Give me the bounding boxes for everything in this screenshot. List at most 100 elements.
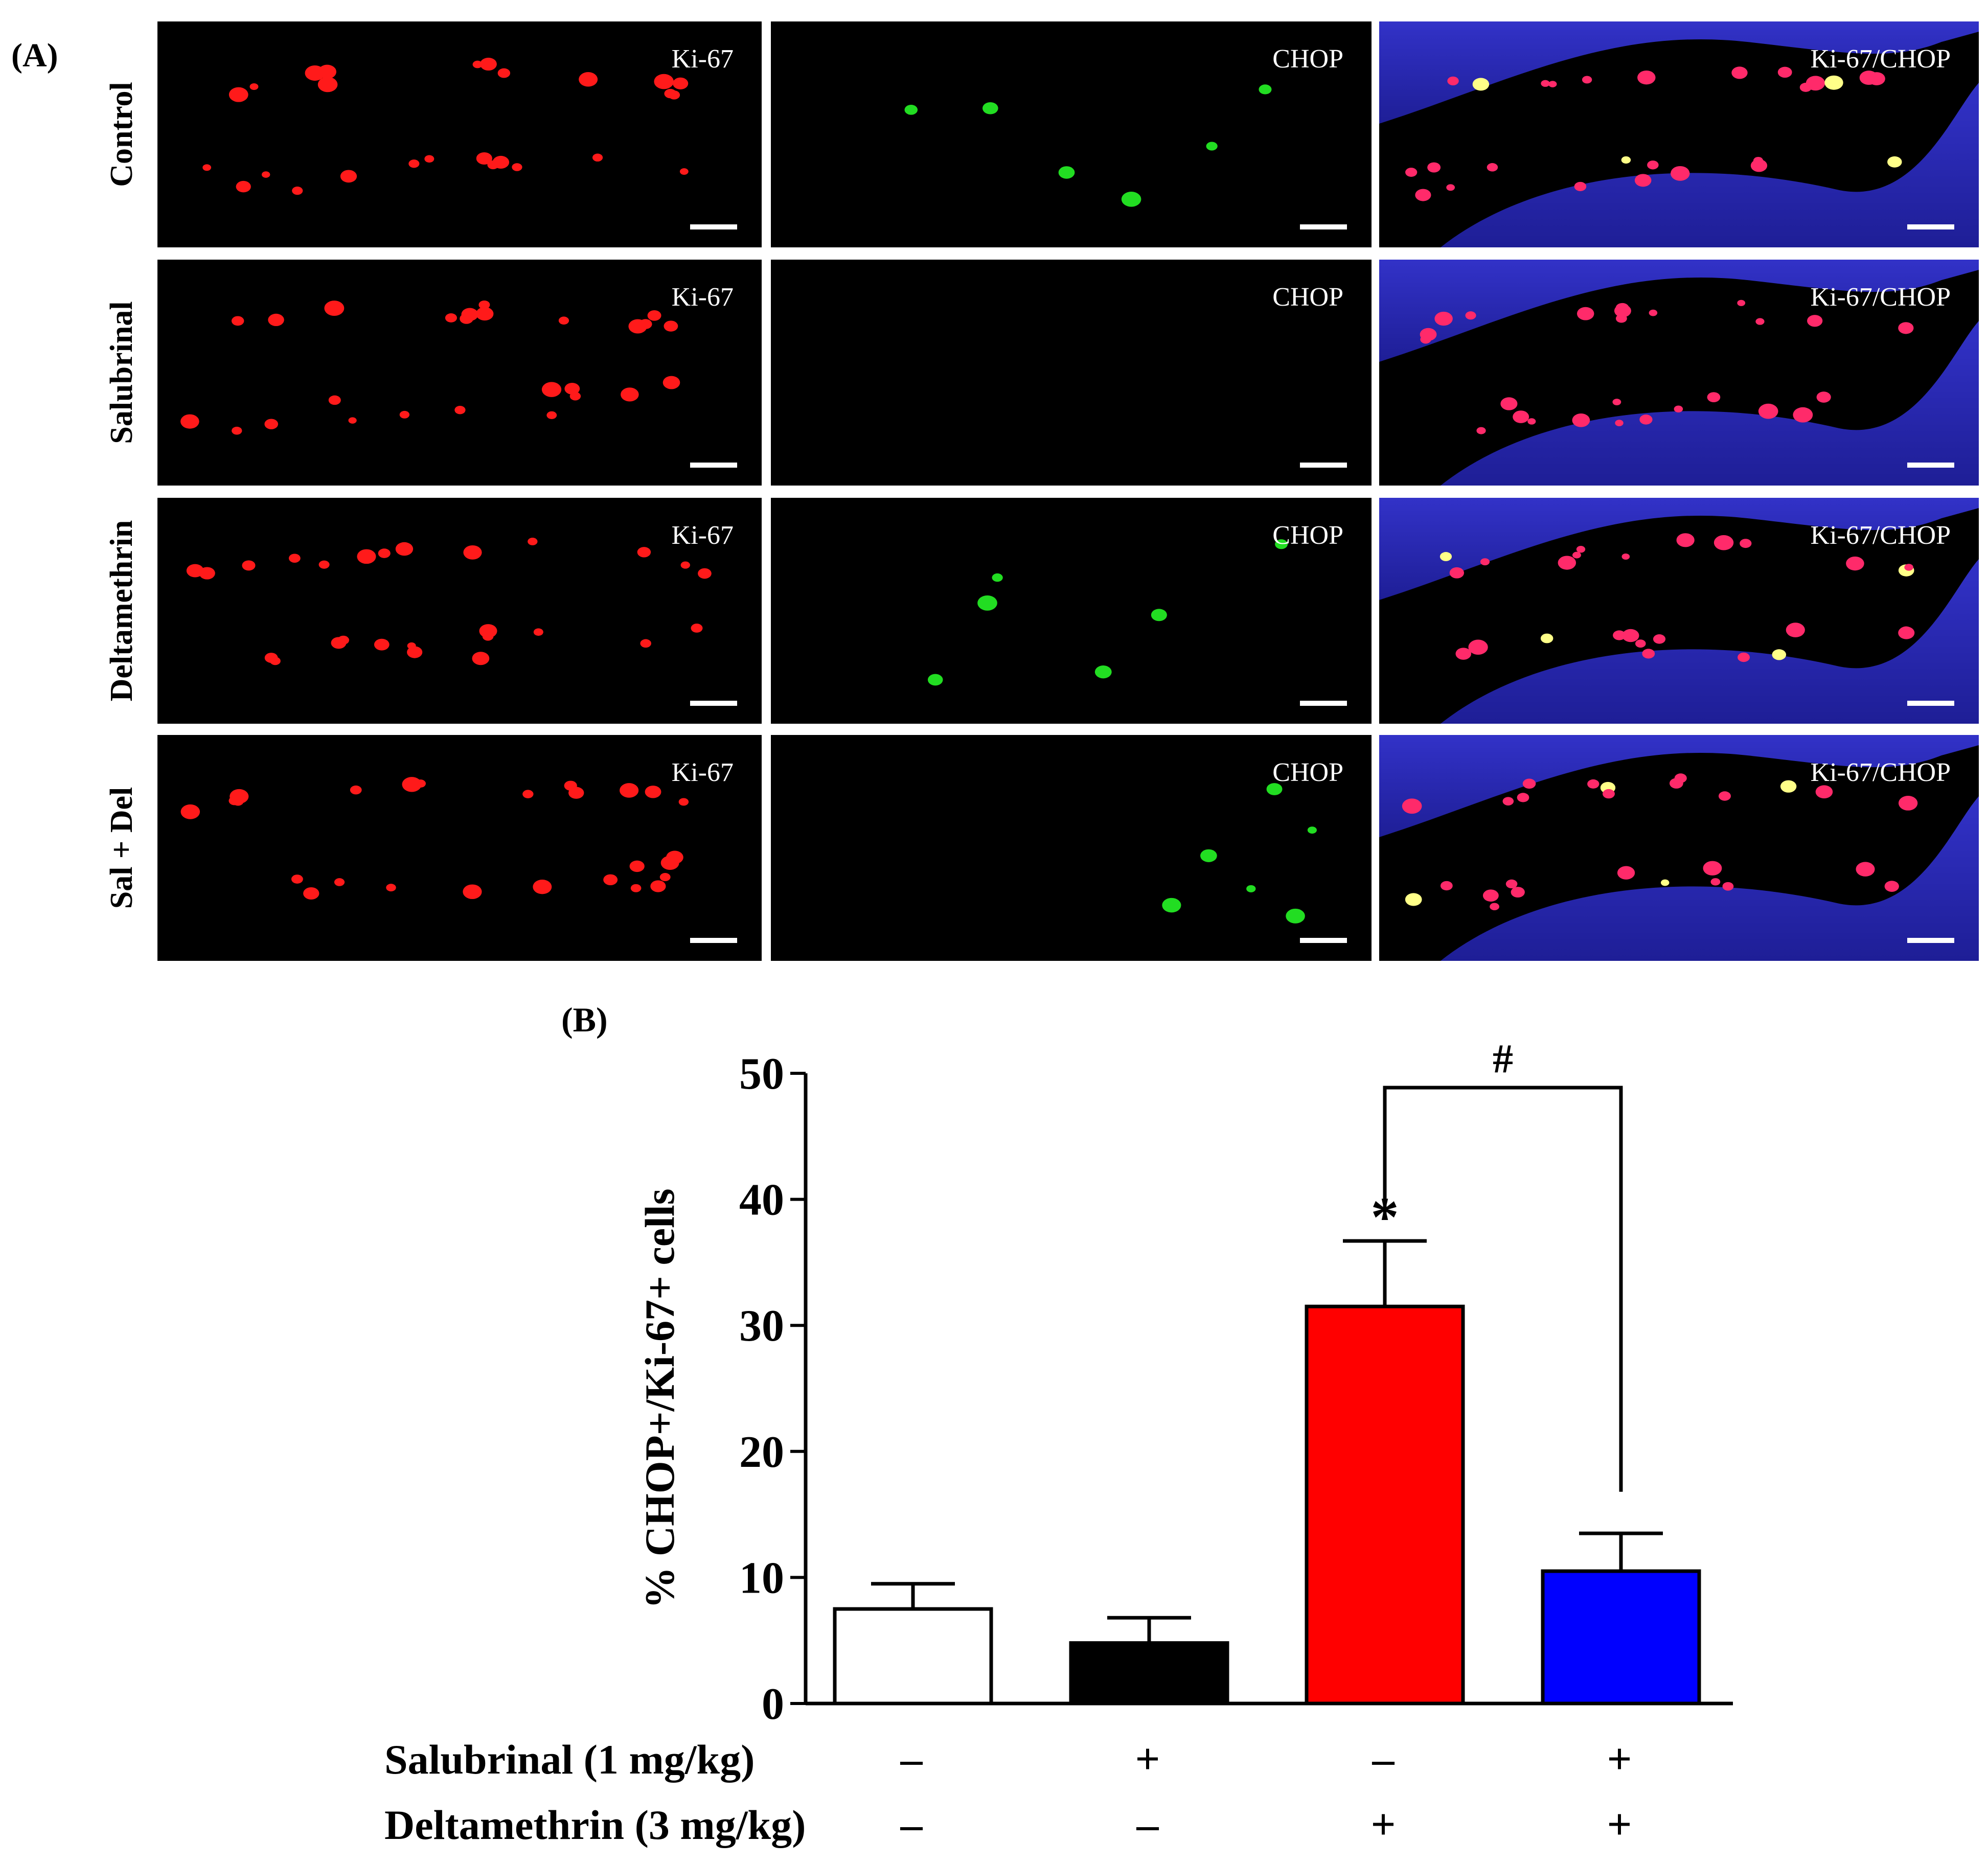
cell-marker (386, 884, 396, 892)
cell-marker (621, 387, 639, 402)
scale-bar (690, 701, 737, 706)
scale-bar (1300, 938, 1347, 943)
row-label: Control (104, 82, 139, 187)
cell-marker (1671, 166, 1690, 181)
cell-marker (1402, 798, 1422, 814)
cell-marker (1815, 785, 1833, 799)
cell-marker (1527, 418, 1536, 425)
cell-marker (1246, 885, 1256, 892)
treatment-sign: – (1372, 1734, 1395, 1783)
cell-marker (1777, 66, 1792, 78)
cell-marker (603, 874, 618, 886)
cell-marker (982, 102, 998, 114)
cell-marker (678, 798, 689, 806)
cell-marker (659, 872, 671, 882)
cell-marker (1722, 882, 1734, 891)
cell-marker (407, 642, 416, 650)
cell-marker (1816, 392, 1831, 403)
cell-marker (1162, 897, 1181, 913)
micrograph-panel: Ki-67 (157, 260, 762, 486)
cell-marker (472, 652, 490, 665)
cell-marker (664, 320, 678, 332)
cell-marker (650, 880, 666, 892)
cell-marker (662, 376, 680, 389)
cell-marker (1121, 191, 1141, 207)
cell-marker (461, 308, 478, 321)
cell-marker (1846, 556, 1864, 571)
cell-marker (476, 152, 492, 165)
cell-marker (331, 637, 347, 649)
scale-bar (1907, 938, 1954, 943)
treatment-sign: – (900, 1734, 923, 1783)
cell-marker (1613, 630, 1626, 640)
significance-bracket (1383, 1086, 1623, 1492)
cell-marker (1206, 142, 1218, 151)
cell-marker (1603, 789, 1615, 799)
cell-marker (328, 395, 341, 405)
row-label: Salubrinal (104, 301, 139, 444)
cell-marker (318, 560, 330, 569)
cell-marker (1548, 81, 1557, 87)
cell-marker (291, 874, 303, 884)
cell-marker (1612, 399, 1621, 405)
cell-marker (628, 319, 647, 334)
cell-marker (1674, 405, 1683, 412)
cell-marker (1480, 558, 1490, 566)
channel-label: Ki-67/CHOP (1811, 44, 1951, 74)
cell-marker (1707, 392, 1721, 403)
micrograph-panel: Ki-67/CHOP (1379, 735, 1979, 961)
cell-marker (1576, 546, 1586, 553)
cell-marker (445, 313, 457, 323)
cell-marker (472, 60, 483, 68)
micrograph-grid: (A) Control Ki-67 CHOP Ki-67/CHOP Salubrinal K… (11, 21, 1979, 961)
cell-marker (1807, 315, 1823, 327)
cell-marker (533, 879, 552, 894)
cell-marker (1490, 903, 1499, 911)
cell-marker (1780, 780, 1797, 793)
cell-marker (1713, 535, 1734, 550)
cell-marker (288, 554, 301, 563)
treatment-sign: – (1136, 1800, 1159, 1849)
cell-marker (1275, 539, 1288, 549)
y-axis-label: % CHOP+/Ki-67+ cells (636, 1188, 683, 1608)
y-tick-label: 10 (739, 1553, 784, 1603)
dapi-band (1441, 83, 1979, 247)
cell-marker (1259, 84, 1272, 95)
channel-label: Ki-67/CHOP (1811, 283, 1951, 312)
cell-marker (1740, 539, 1752, 548)
channel-label: Ki-67 (672, 758, 734, 787)
cell-marker (1793, 407, 1813, 423)
cell-marker (637, 547, 651, 558)
cell-marker (378, 548, 391, 558)
cell-marker (186, 564, 204, 578)
cell-marker (1615, 303, 1629, 314)
cell-marker (324, 301, 345, 316)
cell-marker (480, 57, 497, 71)
cell-marker (579, 72, 598, 87)
scale-bar (690, 938, 737, 943)
cell-marker (1540, 633, 1553, 643)
cell-marker (305, 65, 325, 81)
cell-marker (1676, 533, 1695, 547)
micrograph-background (771, 260, 1372, 486)
dapi-band (1379, 260, 1979, 362)
cell-marker (350, 785, 362, 795)
cell-marker (424, 155, 435, 163)
cell-marker (927, 674, 943, 686)
cell-marker (1755, 318, 1765, 325)
cell-marker (1622, 629, 1639, 642)
treatment-sign: + (1607, 1800, 1632, 1849)
y-tick-label: 30 (739, 1301, 784, 1351)
cell-marker (1653, 634, 1666, 644)
dapi-band (1441, 321, 1979, 486)
cell-marker (415, 779, 426, 788)
cell-marker (564, 383, 580, 395)
cell-marker (1405, 168, 1418, 177)
cell-marker (1824, 75, 1843, 90)
cell-marker (463, 545, 482, 560)
cell-marker (478, 300, 490, 309)
cell-marker (629, 860, 645, 872)
cell-marker (1420, 328, 1437, 341)
cell-marker (1574, 181, 1587, 191)
